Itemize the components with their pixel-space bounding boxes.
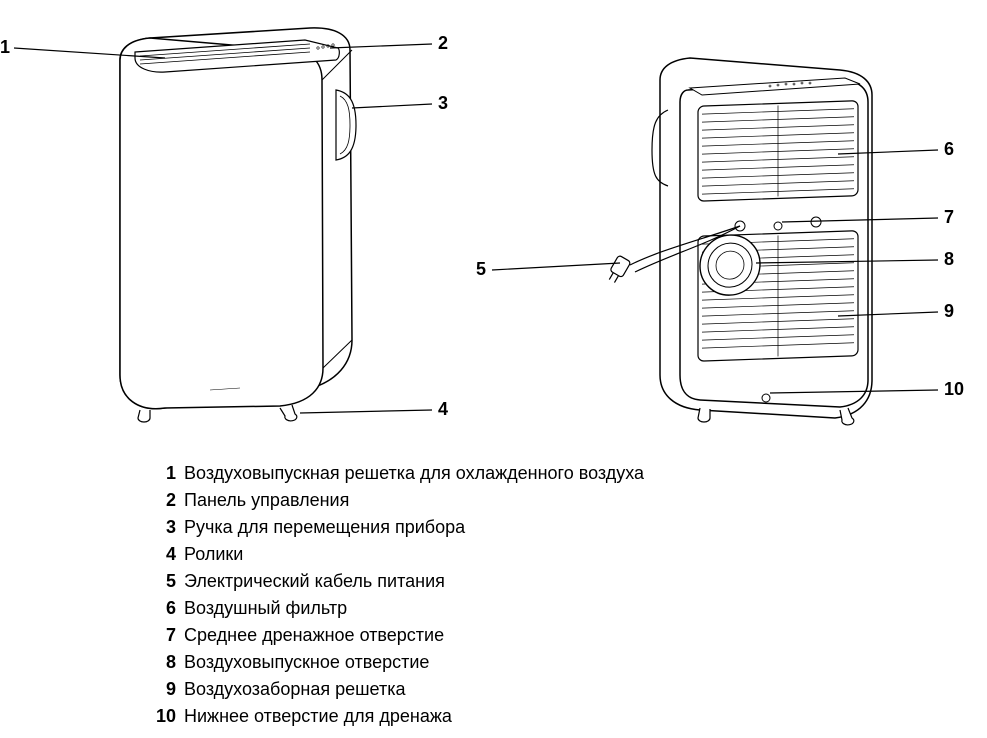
callout-3: 3 xyxy=(438,94,448,112)
legend-text: Электрический кабель питания xyxy=(184,568,445,595)
legend-num: 4 xyxy=(140,541,184,568)
legend-text: Ролики xyxy=(184,541,243,568)
legend-num: 7 xyxy=(140,622,184,649)
legend-row: 6Воздушный фильтр xyxy=(140,595,644,622)
callout-lines xyxy=(0,0,987,440)
legend-num: 3 xyxy=(140,514,184,541)
legend-row: 8Воздуховыпускное отверстие xyxy=(140,649,644,676)
callout-4: 4 xyxy=(438,400,448,418)
legend-num: 9 xyxy=(140,676,184,703)
legend-num: 1 xyxy=(140,460,184,487)
legend-list: 1Воздуховыпускная решетка для охлажденно… xyxy=(140,460,644,730)
callout-8: 8 xyxy=(944,250,954,268)
legend-num: 5 xyxy=(140,568,184,595)
callout-10: 10 xyxy=(944,380,964,398)
diagram-area: 1 2 3 4 5 6 7 8 9 10 xyxy=(0,0,987,440)
legend-text: Воздушный фильтр xyxy=(184,595,347,622)
callout-6: 6 xyxy=(944,140,954,158)
legend-text: Среднее дренажное отверстие xyxy=(184,622,444,649)
legend-num: 8 xyxy=(140,649,184,676)
legend-row: 3Ручка для перемещения прибора xyxy=(140,514,644,541)
callout-1: 1 xyxy=(0,38,10,56)
callout-9: 9 xyxy=(944,302,954,320)
legend-row: 2Панель управления xyxy=(140,487,644,514)
legend-num: 10 xyxy=(140,703,184,730)
legend-text: Панель управления xyxy=(184,487,349,514)
legend-num: 2 xyxy=(140,487,184,514)
callout-2: 2 xyxy=(438,34,448,52)
legend-text: Ручка для перемещения прибора xyxy=(184,514,465,541)
legend-row: 5Электрический кабель питания xyxy=(140,568,644,595)
legend-num: 6 xyxy=(140,595,184,622)
callout-5: 5 xyxy=(476,260,486,278)
legend-text: Нижнее отверстие для дренажа xyxy=(184,703,452,730)
legend-text: Воздуховыпускная решетка для охлажденног… xyxy=(184,460,644,487)
callout-7: 7 xyxy=(944,208,954,226)
legend-text: Воздуховыпускное отверстие xyxy=(184,649,429,676)
legend-row: 1Воздуховыпускная решетка для охлажденно… xyxy=(140,460,644,487)
legend-text: Воздухозаборная решетка xyxy=(184,676,405,703)
legend-row: 10Нижнее отверстие для дренажа xyxy=(140,703,644,730)
legend-row: 9Воздухозаборная решетка xyxy=(140,676,644,703)
legend-row: 7Среднее дренажное отверстие xyxy=(140,622,644,649)
legend-row: 4Ролики xyxy=(140,541,644,568)
